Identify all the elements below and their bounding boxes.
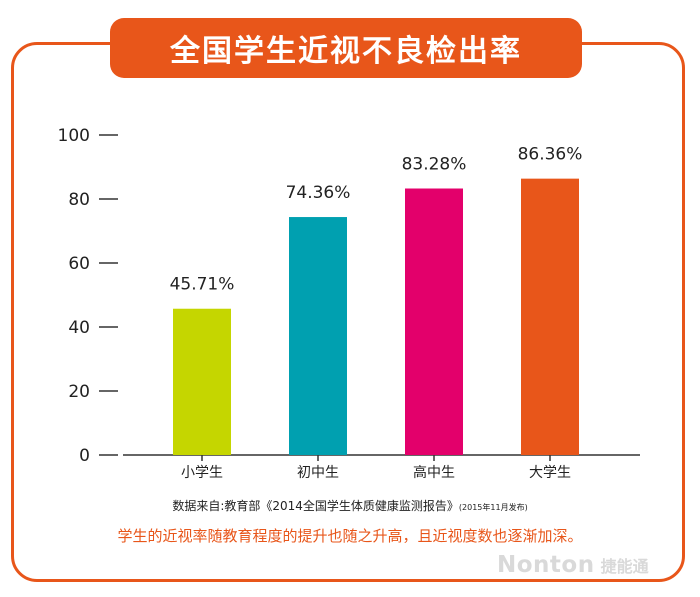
data-source: 数据来自:教育部《2014全国学生体质健康监测报告》(2015年11月发布) xyxy=(0,497,700,514)
bar-value-label: 86.36% xyxy=(518,145,583,165)
x-category-label: 小学生 xyxy=(181,465,223,481)
bar-value-label: 83.28% xyxy=(402,155,467,175)
chart-title: 全国学生近视不良检出率 xyxy=(170,34,522,69)
brand-logo: Nonton 捷能通 xyxy=(497,552,649,578)
title-banner: 全国学生近视不良检出率 xyxy=(110,18,582,78)
bar-value-label: 74.36% xyxy=(286,183,351,203)
bar xyxy=(289,217,347,455)
source-text: 数据来自:教育部《2014全国学生体质健康监测报告》 xyxy=(172,499,459,513)
chart-caption: 学生的近视率随教育程度的提升也随之升高，且近视度数也逐渐加深。 xyxy=(117,527,583,545)
y-tick-label: 80 xyxy=(68,190,90,210)
source-date: (2015年11月发布) xyxy=(458,503,528,512)
x-category-label: 大学生 xyxy=(529,465,571,481)
logo-chinese-name: 捷能通 xyxy=(600,557,649,576)
y-tick-label: 100 xyxy=(58,126,90,146)
y-tick-label: 40 xyxy=(68,318,90,338)
logo-wordmark: Nonton xyxy=(497,552,595,578)
bar xyxy=(173,308,231,455)
bar-value-label: 45.71% xyxy=(170,275,235,295)
y-tick-label: 60 xyxy=(68,254,90,274)
x-category-label: 初中生 xyxy=(297,464,339,481)
x-category-label: 高中生 xyxy=(413,464,455,481)
y-tick-label: 0 xyxy=(79,446,90,466)
bar xyxy=(521,178,579,455)
y-tick-label: 20 xyxy=(68,382,90,402)
bar xyxy=(405,188,463,455)
